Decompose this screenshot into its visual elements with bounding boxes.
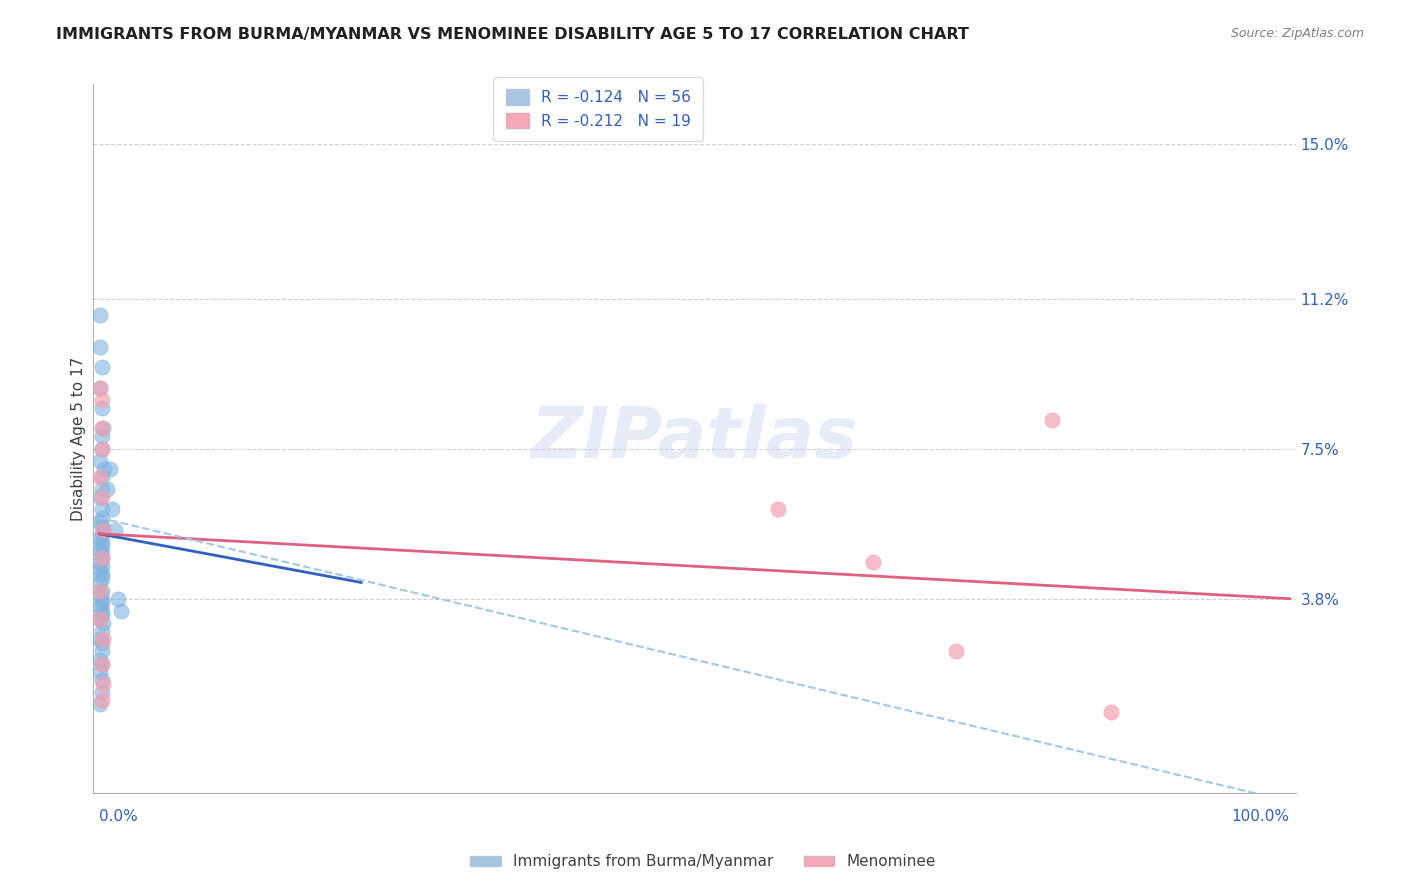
Point: [90, 673, 112, 687]
Point: [90, 607, 112, 622]
Point: [90, 644, 112, 658]
Point: [91, 523, 114, 537]
Point: [89, 588, 111, 602]
Point: [89, 563, 111, 577]
Point: [90, 604, 112, 618]
Point: [90, 421, 112, 435]
Point: [89, 543, 111, 558]
Point: [90, 502, 112, 516]
Point: [90, 442, 112, 456]
Point: [90, 401, 112, 415]
Text: 100.0%: 100.0%: [1232, 809, 1289, 824]
Point: [107, 591, 129, 606]
Point: [89, 612, 111, 626]
Point: [90, 657, 112, 671]
Point: [90, 657, 112, 671]
Point: [90, 490, 112, 504]
Point: [96, 482, 118, 496]
Point: [90, 482, 112, 496]
Text: IMMIGRANTS FROM BURMA/MYANMAR VS MENOMINEE DISABILITY AGE 5 TO 17 CORRELATION CH: IMMIGRANTS FROM BURMA/MYANMAR VS MENOMIN…: [56, 27, 969, 42]
Point: [89, 555, 111, 569]
Point: [90, 510, 112, 524]
Point: [89, 381, 111, 395]
Legend: R = -0.124   N = 56, R = -0.212   N = 19: R = -0.124 N = 56, R = -0.212 N = 19: [494, 77, 703, 141]
Point: [90, 596, 112, 610]
Point: [89, 490, 111, 504]
Text: Source: ZipAtlas.com: Source: ZipAtlas.com: [1230, 27, 1364, 40]
Point: [90, 534, 112, 549]
Y-axis label: Disability Age 5 to 17: Disability Age 5 to 17: [72, 356, 86, 521]
Point: [89, 470, 111, 484]
Point: [91, 615, 114, 630]
Point: [89, 599, 111, 614]
Point: [90, 360, 112, 375]
Point: [90, 392, 112, 407]
Point: [90, 442, 112, 456]
Point: [90, 547, 112, 561]
Point: [90, 470, 112, 484]
Point: [89, 583, 111, 598]
Point: [89, 652, 111, 666]
Point: [89, 340, 111, 354]
Point: [101, 502, 124, 516]
Text: 0.0%: 0.0%: [100, 809, 138, 824]
Point: [93, 462, 115, 476]
Point: [766, 502, 789, 516]
Point: [89, 308, 111, 322]
Point: [89, 531, 111, 545]
Point: [98, 462, 121, 476]
Point: [90, 551, 112, 566]
Point: [91, 632, 114, 647]
Point: [89, 575, 111, 590]
Point: [90, 693, 112, 707]
Point: [89, 381, 111, 395]
Point: [90, 583, 112, 598]
Point: [91, 677, 114, 691]
Point: [1099, 705, 1122, 719]
Point: [90, 624, 112, 639]
Point: [90, 526, 112, 541]
Point: [945, 644, 967, 658]
Point: [89, 697, 111, 711]
Point: [104, 523, 127, 537]
Point: [1040, 413, 1063, 427]
Point: [91, 523, 114, 537]
Point: [90, 539, 112, 553]
Text: ZIPatlas: ZIPatlas: [530, 404, 858, 473]
Point: [90, 559, 112, 574]
Point: [90, 567, 112, 582]
Point: [90, 429, 112, 443]
Point: [862, 555, 884, 569]
Point: [90, 591, 112, 606]
Point: [89, 665, 111, 679]
Point: [90, 551, 112, 566]
Legend: Immigrants from Burma/Myanmar, Menominee: Immigrants from Burma/Myanmar, Menominee: [464, 848, 942, 875]
Point: [90, 518, 112, 533]
Point: [89, 454, 111, 468]
Point: [90, 685, 112, 699]
Point: [89, 515, 111, 529]
Point: [110, 604, 132, 618]
Point: [89, 632, 111, 647]
Point: [90, 571, 112, 585]
Point: [90, 636, 112, 650]
Point: [89, 612, 111, 626]
Point: [91, 421, 114, 435]
